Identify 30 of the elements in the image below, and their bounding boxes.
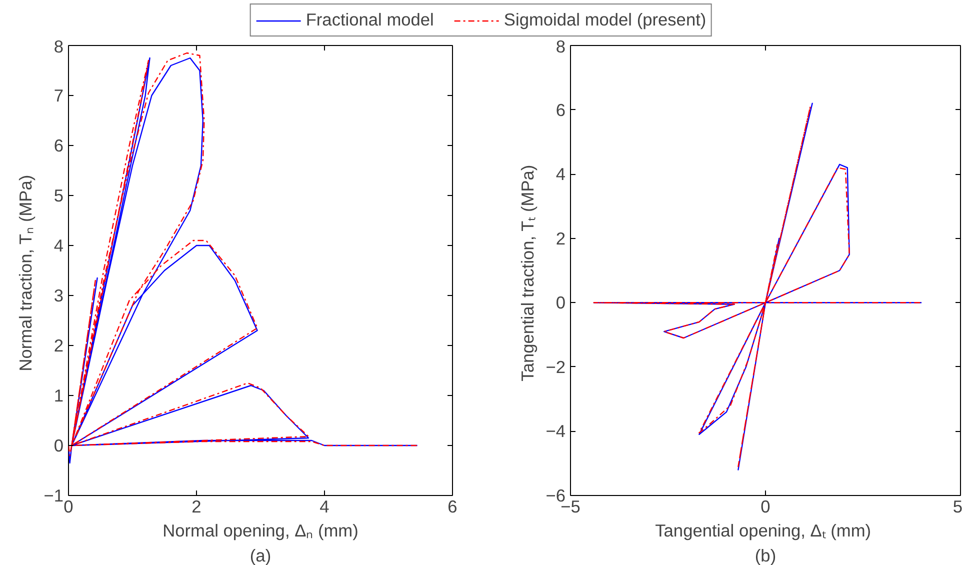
y-tick-label: 2	[54, 336, 64, 356]
x-axis-title: Normal opening, Δₙ (mm)	[162, 520, 358, 540]
y-tick-label: 4	[54, 236, 64, 256]
y-tick-label: 6	[556, 100, 566, 120]
y-tick-label: 5	[54, 186, 64, 206]
text: (b)	[754, 546, 776, 565]
x-tick-label: 2	[192, 496, 202, 516]
y-tick-label: 0	[54, 436, 64, 456]
x-tick-label: 6	[448, 496, 458, 516]
y-tick-label: 2	[556, 228, 566, 248]
y-tick-label: 0	[556, 292, 566, 313]
x-tick-label: 5	[952, 496, 962, 516]
y-axis-title: Normal traction, Tₙ (MPa)	[16, 174, 36, 372]
x-tick-label: 0	[760, 496, 770, 516]
y-tick-label: 6	[54, 136, 64, 156]
y-tick-label: −4	[546, 421, 566, 442]
y-tick-label: −1	[44, 486, 64, 506]
y-axis-title: Tangential traction, Tₜ (MPa)	[518, 164, 538, 382]
text: (a)	[250, 546, 272, 565]
y-tick-label: 4	[556, 164, 566, 184]
y-tick-label: −2	[546, 356, 566, 377]
x-axis-title: Tangential opening, Δₜ (mm)	[655, 520, 872, 540]
y-tick-label: 7	[54, 86, 64, 106]
y-tick-label: 8	[556, 36, 566, 56]
legend-label: Sigmoidal model (present)	[504, 10, 706, 30]
y-tick-label: 1	[54, 386, 64, 406]
x-tick-label: 4	[320, 496, 330, 516]
y-tick-label: 8	[54, 36, 64, 56]
y-tick-label: 3	[54, 286, 64, 306]
legend-label: Fractional model	[306, 10, 434, 30]
